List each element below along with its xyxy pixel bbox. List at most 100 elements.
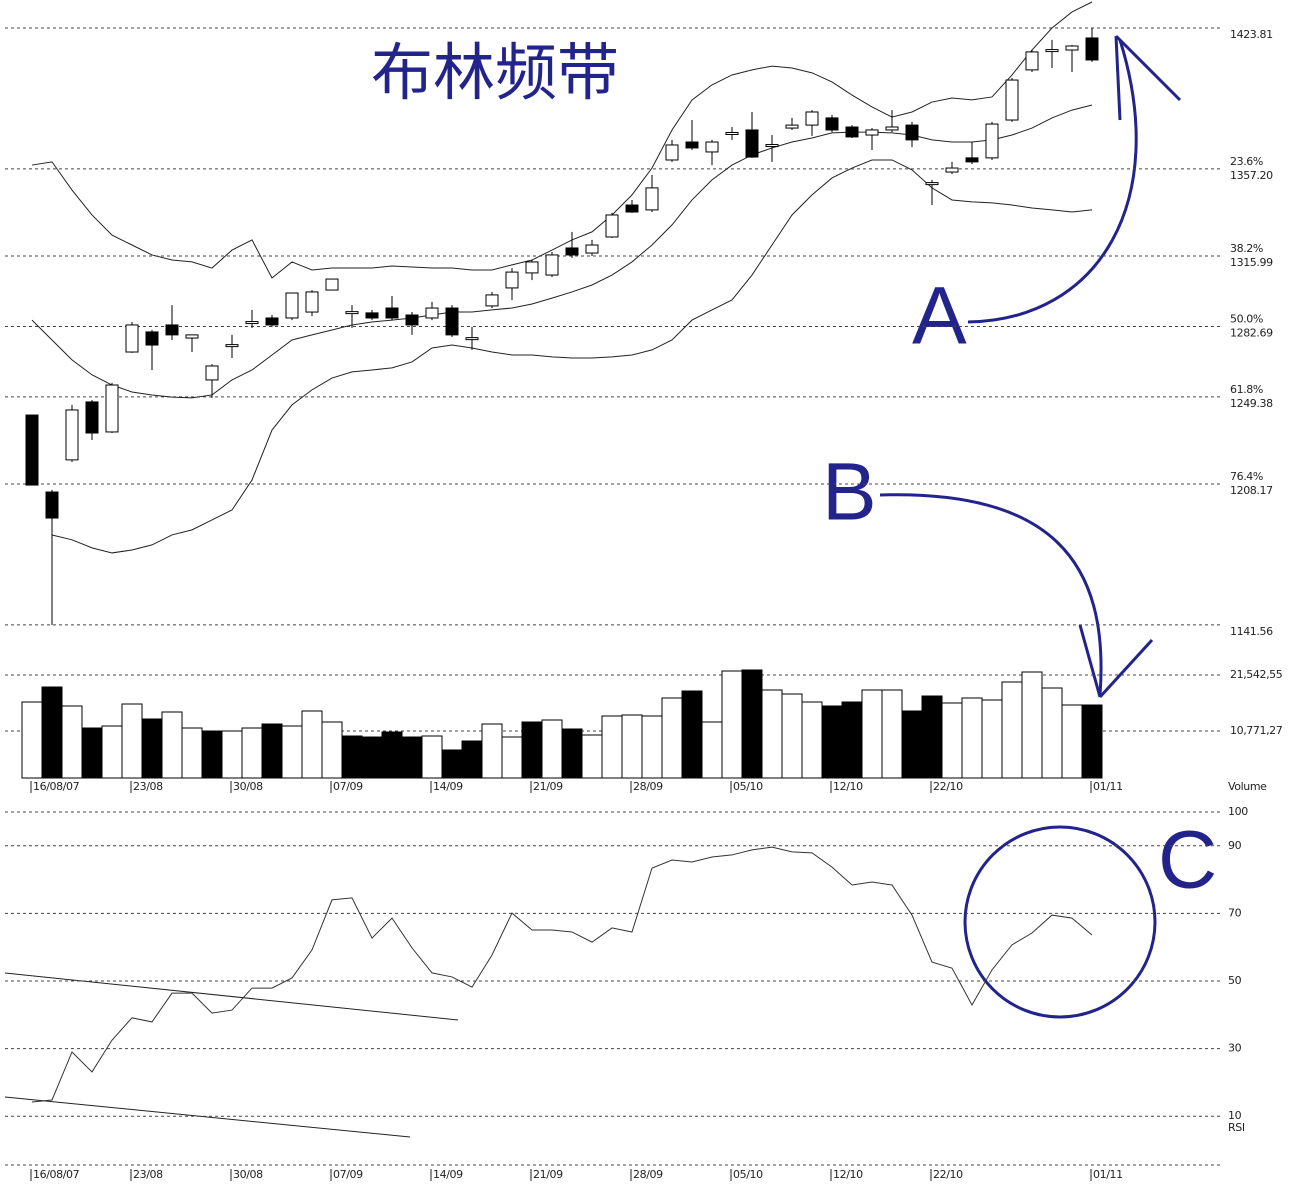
volume-bar bbox=[1021, 671, 1043, 779]
volume-bar bbox=[741, 669, 763, 779]
volume-bar bbox=[281, 725, 303, 779]
fib-label: 76.4% bbox=[1230, 470, 1263, 483]
candle-body bbox=[345, 311, 359, 315]
y-tick-label: 10 bbox=[1228, 1109, 1242, 1122]
annotation: A bbox=[912, 271, 967, 362]
volume-bar bbox=[441, 749, 463, 779]
x-tick-label: 12/10 bbox=[833, 780, 863, 793]
candle-body bbox=[405, 314, 419, 326]
circle-c bbox=[963, 825, 1157, 1019]
x-tick-label: 22/10 bbox=[933, 1168, 963, 1181]
candle-body bbox=[505, 271, 519, 289]
candle-body bbox=[625, 204, 639, 213]
volume-bar bbox=[41, 686, 63, 779]
trend-line bbox=[4, 972, 459, 1021]
x-tick-label: 16/08/07 bbox=[33, 1168, 80, 1181]
candle-body bbox=[1065, 45, 1079, 51]
candle-body bbox=[805, 111, 819, 126]
volume-bar bbox=[401, 736, 423, 779]
x-tick-label: 16/08/07 bbox=[33, 780, 80, 793]
candle-body bbox=[745, 129, 759, 158]
volume-bar bbox=[321, 721, 343, 779]
candle-body bbox=[605, 214, 619, 238]
y-tick-label: 70 bbox=[1228, 906, 1242, 919]
arrow-a-head bbox=[1114, 34, 1182, 121]
x-tick-label: 12/10 bbox=[833, 1168, 863, 1181]
volume-bar bbox=[261, 723, 283, 779]
candle-body bbox=[485, 294, 499, 307]
volume-bar bbox=[1061, 704, 1083, 779]
candle-body bbox=[1005, 79, 1019, 121]
arrow-b-head bbox=[1078, 624, 1154, 699]
volume-bar bbox=[681, 690, 703, 779]
candle-body bbox=[565, 247, 579, 256]
volume-bar bbox=[21, 701, 43, 779]
candle-body bbox=[245, 321, 259, 325]
volume-bar bbox=[981, 699, 1003, 779]
volume-bar bbox=[481, 723, 503, 779]
volume-bar bbox=[621, 714, 643, 779]
candle-body bbox=[825, 117, 839, 131]
y-tick-label: 1141.56 bbox=[1230, 625, 1273, 638]
volume-bar bbox=[881, 689, 903, 779]
fib-label: 61.8% bbox=[1230, 383, 1263, 396]
rsi-line bbox=[31, 846, 1093, 1103]
volume-bar bbox=[781, 693, 803, 779]
y-tick-label: 1315.99 bbox=[1230, 256, 1273, 269]
y-tick-label: 1282.69 bbox=[1230, 326, 1273, 339]
x-tick-label: 07/09 bbox=[333, 1168, 363, 1181]
candle-body bbox=[425, 307, 439, 319]
y-tick-label: 1249.38 bbox=[1230, 397, 1273, 410]
x-tick-label: 23/08 bbox=[133, 1168, 163, 1181]
candle-body bbox=[205, 365, 219, 381]
candle-body bbox=[85, 401, 99, 434]
candle-body bbox=[25, 414, 39, 486]
candle-body bbox=[365, 312, 379, 319]
candle-body bbox=[225, 344, 239, 348]
volume-bar bbox=[841, 701, 863, 779]
candle-body bbox=[145, 331, 159, 346]
axis-label: Volume bbox=[1228, 780, 1267, 793]
candle-body bbox=[905, 124, 919, 141]
volume-bar bbox=[801, 701, 823, 779]
y-tick-label: 10,771,27 bbox=[1230, 724, 1283, 737]
candle-body bbox=[865, 129, 879, 136]
volume-bar bbox=[901, 710, 923, 779]
candle-body bbox=[185, 334, 199, 339]
volume-bar bbox=[121, 703, 143, 779]
volume-bar bbox=[301, 710, 323, 779]
candle-body bbox=[705, 141, 719, 153]
volume-bar bbox=[381, 731, 403, 779]
candle-body bbox=[725, 131, 739, 135]
candle-body bbox=[165, 324, 179, 336]
y-tick-label: 50 bbox=[1228, 974, 1242, 987]
candle-body bbox=[965, 157, 979, 163]
x-tick-label: 01/11 bbox=[1093, 780, 1123, 793]
candle-body bbox=[585, 244, 599, 254]
y-tick-label: 100 bbox=[1228, 805, 1248, 818]
arrow-b bbox=[879, 493, 1103, 696]
volume-bar bbox=[861, 689, 883, 779]
volume-bar bbox=[661, 697, 683, 779]
candle-body bbox=[1045, 49, 1059, 53]
candle-body bbox=[645, 187, 659, 211]
x-tick-label: 22/10 bbox=[933, 780, 963, 793]
volume-bar bbox=[1041, 687, 1063, 779]
candle-body bbox=[1025, 51, 1039, 71]
candle-body bbox=[385, 307, 399, 319]
volume-bar bbox=[221, 730, 243, 779]
candle-body bbox=[445, 307, 459, 336]
fib-label: 23.6% bbox=[1230, 155, 1263, 168]
volume-bar bbox=[421, 735, 443, 779]
x-tick-label: 30/08 bbox=[233, 780, 263, 793]
y-tick-label: 21,542,55 bbox=[1230, 668, 1283, 681]
x-tick-label: 07/09 bbox=[333, 780, 363, 793]
candle-body bbox=[845, 126, 859, 138]
fib-label: 38.2% bbox=[1230, 242, 1263, 255]
candle-body bbox=[885, 126, 899, 131]
volume-bar bbox=[361, 736, 383, 779]
volume-bar bbox=[961, 697, 983, 779]
candle-body bbox=[125, 324, 139, 353]
